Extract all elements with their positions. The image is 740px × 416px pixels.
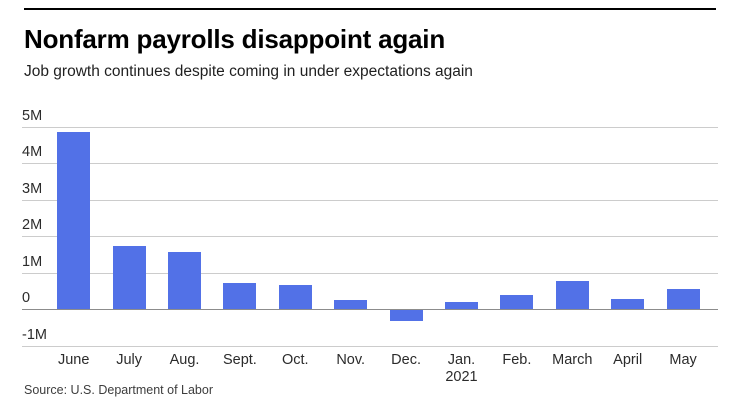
gridline xyxy=(22,199,718,201)
y-tick-label: 3M xyxy=(22,180,43,197)
gridline xyxy=(22,236,718,237)
x-label-feb: Feb. xyxy=(502,351,532,368)
y-tick-label: 0 xyxy=(22,290,31,306)
source-note: Source: U.S. Department of Labor xyxy=(24,383,213,397)
bar-aug xyxy=(168,252,201,309)
chart-subtitle: Job growth continues despite coming in u… xyxy=(24,63,473,80)
gridline xyxy=(22,163,718,164)
bar-june xyxy=(57,131,91,309)
x-label-april: April xyxy=(613,351,643,368)
x-label-march: March xyxy=(552,351,593,368)
y-tick-label: 4M xyxy=(22,144,43,160)
y-tick-label: -1M xyxy=(22,326,47,343)
bar-april xyxy=(611,298,645,309)
x-label-jan: Jan. 2021 xyxy=(445,351,478,385)
bar-sept xyxy=(223,283,257,309)
top-rule xyxy=(24,8,716,10)
x-label-aug: Aug. xyxy=(169,351,200,368)
bar-july xyxy=(112,246,146,309)
x-label-may: May xyxy=(669,351,697,368)
gridline xyxy=(22,345,718,347)
gridline xyxy=(22,126,718,128)
x-label-dec: Dec. xyxy=(391,351,421,368)
bar-may xyxy=(666,288,700,309)
x-label-sept: Sept. xyxy=(222,351,257,368)
chart-title: Nonfarm payrolls disappoint again xyxy=(24,24,446,54)
bar-march xyxy=(555,281,589,309)
x-label-oct: Oct. xyxy=(282,351,309,368)
gridline xyxy=(22,272,718,274)
bar-dec xyxy=(389,310,423,321)
bar-nov xyxy=(334,299,368,309)
x-label-nov: Nov. xyxy=(336,351,366,368)
bar-feb xyxy=(500,295,534,309)
x-label-july: July xyxy=(116,351,142,368)
zero-gridline xyxy=(22,309,718,310)
x-label-june: June xyxy=(57,351,90,368)
bar-jan xyxy=(445,301,478,309)
y-tick-label: 5M xyxy=(22,107,43,124)
bar-chart: 5M 4M 3M 2M 1M 0 -1M June July Aug. Sept. Oct. Nov. D… xyxy=(0,103,740,385)
bar-oct xyxy=(278,285,312,309)
y-tick-label: 2M xyxy=(22,217,43,233)
y-tick-label: 1M xyxy=(22,253,43,270)
